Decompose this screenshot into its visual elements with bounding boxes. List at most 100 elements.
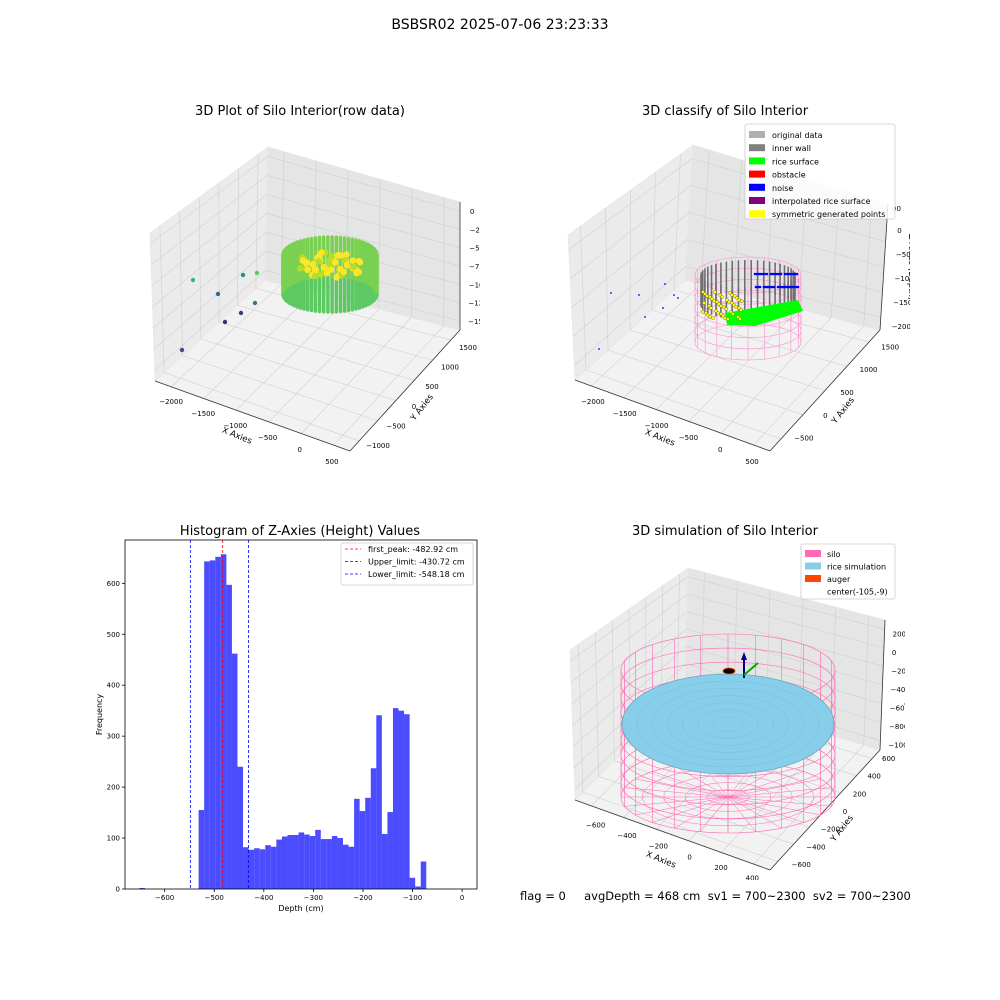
legend-label: interpolated rice surface <box>772 197 870 206</box>
noise-point <box>758 285 762 289</box>
outlier-point <box>254 270 260 276</box>
noise-point <box>775 272 779 276</box>
data-point <box>315 257 323 265</box>
histogram-bar <box>276 839 282 889</box>
symmetric-point <box>740 299 744 303</box>
grid-line <box>607 349 804 415</box>
noise-point <box>759 272 763 276</box>
noise-point <box>769 272 773 276</box>
z-tick-label: −1000 <box>469 281 480 289</box>
data-point <box>327 266 335 273</box>
histogram-bar <box>420 861 427 889</box>
noise-outlier <box>610 292 612 294</box>
silo-floor-ring <box>684 782 772 812</box>
histogram-bar <box>392 708 399 889</box>
x-tick-label: −400 <box>254 894 273 902</box>
histogram-bar <box>270 846 277 889</box>
noise-point <box>788 285 792 289</box>
panel1-title: 3D Plot of Silo Interior(row data) <box>195 104 405 119</box>
x-axis-line <box>574 799 771 871</box>
histogram-bar <box>243 847 249 889</box>
rice-mesh-ring <box>712 716 744 732</box>
data-point <box>309 261 317 268</box>
rice-surface <box>621 673 835 775</box>
grid-line <box>570 593 885 683</box>
data-point <box>355 257 363 265</box>
grid-line <box>651 309 848 367</box>
z-tick-label: −1250 <box>468 300 480 308</box>
y-tick-label: 0 <box>412 403 416 411</box>
legend-label: silo <box>827 550 841 559</box>
silo-floor-spoke <box>727 796 756 832</box>
histogram-bar <box>370 768 377 889</box>
noise-point <box>770 285 774 289</box>
symmetric-point <box>734 305 738 309</box>
y-tick-label: 1500 <box>459 344 477 352</box>
histogram-bar <box>287 834 294 889</box>
noise-outlier <box>662 307 664 309</box>
noise-point <box>783 272 787 276</box>
x-tick-label: −1000 <box>224 422 248 430</box>
x-tick-label: 500 <box>745 458 758 466</box>
histogram-bar <box>326 839 332 889</box>
y-tick-label: 200 <box>107 784 120 792</box>
data-point <box>311 272 319 280</box>
auger-direction <box>743 662 759 676</box>
legend-swatch <box>749 144 765 152</box>
noise-point <box>772 285 776 289</box>
histogram-bar <box>348 846 355 889</box>
data-point <box>304 266 311 274</box>
y-axis-line <box>769 749 881 871</box>
auger-marker <box>722 667 736 675</box>
histogram-bar <box>376 715 382 889</box>
histogram-bar <box>337 838 343 889</box>
legend-label: original data <box>772 131 823 140</box>
x-tick-label: 400 <box>746 875 759 880</box>
grid-line <box>153 232 461 329</box>
z-tick-label: −1000 <box>888 742 905 750</box>
histogram-bar <box>415 886 421 889</box>
silo-floor-ring <box>663 775 793 819</box>
noise-point <box>794 285 798 289</box>
symmetric-point <box>739 308 743 312</box>
y-tick-label: 600 <box>107 580 120 588</box>
grid-line <box>268 308 379 423</box>
z-tick-label: −2000 <box>892 323 910 331</box>
symmetric-point <box>716 311 720 315</box>
legend-label: rice surface <box>772 157 819 166</box>
noise-outlier <box>664 283 666 285</box>
y-tick-label: −1000 <box>366 442 390 450</box>
histogram-bar <box>209 560 216 889</box>
z-tick-label: −600 <box>890 705 905 713</box>
y-tick-label: 500 <box>425 383 438 391</box>
histogram-bar <box>281 836 288 889</box>
silo-floor-spoke <box>727 771 804 798</box>
data-point <box>321 264 328 271</box>
legend-swatch <box>749 210 765 218</box>
data-point <box>318 249 325 256</box>
silo-floor-spoke <box>727 796 832 807</box>
z-tick-label: −500 <box>896 251 910 259</box>
data-point <box>328 253 335 261</box>
grid-line <box>574 266 881 366</box>
noise-point <box>761 272 765 276</box>
legend-box <box>800 543 896 600</box>
grid-line <box>569 185 886 279</box>
z-tick-label: −800 <box>889 723 905 731</box>
legend-swatch <box>749 157 765 165</box>
symmetric-point <box>724 307 728 311</box>
y-tick-label: −600 <box>792 861 811 869</box>
x-tick-label: −500 <box>679 434 698 442</box>
noise-point <box>796 285 800 289</box>
y-axis-line <box>349 329 461 452</box>
grid-line <box>164 372 360 442</box>
x-axis-line <box>574 379 771 452</box>
grid-line <box>151 194 461 287</box>
y-tick-label: −500 <box>794 435 813 443</box>
x-tick-label: −2000 <box>581 398 605 406</box>
z-tick-label: −400 <box>891 686 906 694</box>
y-tick-label: 0 <box>823 412 827 420</box>
symmetric-point <box>705 294 709 298</box>
histogram-bar <box>298 832 305 889</box>
x-tick-label: 500 <box>325 458 338 466</box>
